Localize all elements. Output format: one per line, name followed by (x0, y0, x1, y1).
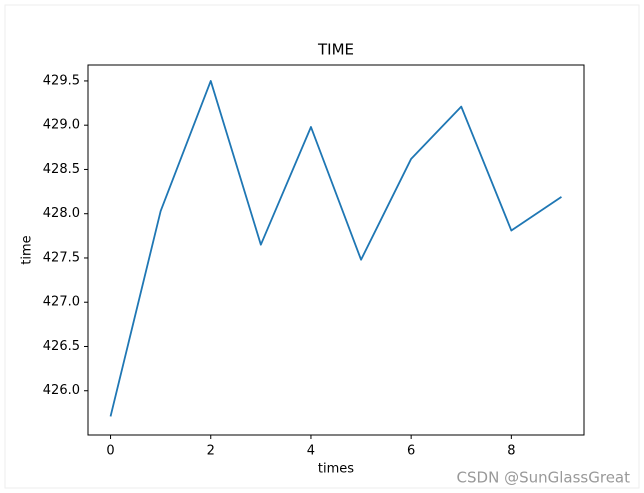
x-tick-label: 0 (106, 444, 114, 459)
y-tick-label: 427.0 (43, 295, 80, 310)
frame (4, 4, 640, 489)
y-tick-label: 428.5 (43, 162, 80, 177)
y-tick-label: 429.0 (43, 118, 80, 133)
y-tick-label: 427.5 (43, 250, 80, 265)
x-tick-label: 4 (307, 444, 315, 459)
watermark: CSDN @SunGlassGreat (457, 469, 631, 487)
y-tick-label: 426.5 (43, 339, 80, 354)
y-tick-label: 429.5 (43, 73, 80, 88)
line-series (109, 80, 562, 417)
axes-frame (87, 64, 585, 436)
x-tick-label: 2 (207, 444, 215, 459)
x-tick-label: 6 (407, 444, 415, 459)
x-tick-label: 8 (507, 444, 515, 459)
y-tick-label: 426.0 (43, 383, 80, 398)
y-tick-label: 428.0 (43, 206, 80, 221)
y-axis-label: time (20, 235, 35, 264)
x-axis-label: times (318, 462, 354, 477)
chart-title: TIME (317, 41, 354, 59)
